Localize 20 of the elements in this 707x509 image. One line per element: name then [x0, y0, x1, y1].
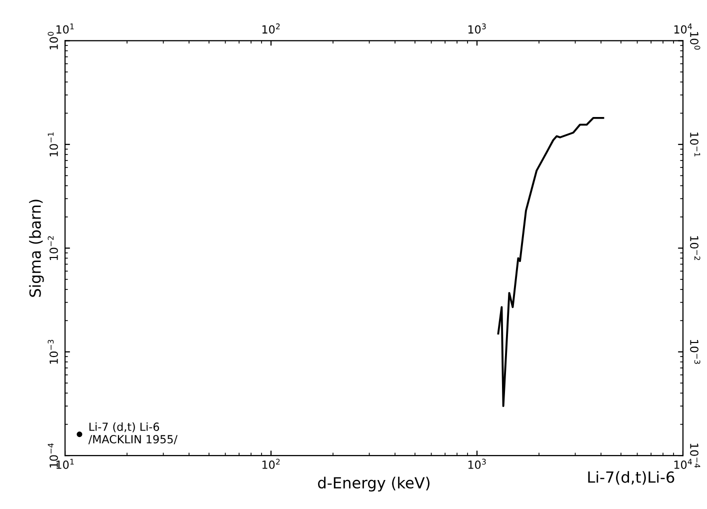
- text: 10$^{3}$: [468, 23, 486, 34]
- text: 10$^{−1}$: [48, 132, 58, 156]
- y-tick-label: 10$^{−3}$: [690, 340, 700, 364]
- text: 10$^{4}$: [674, 24, 692, 34]
- text: 10$^{2}$: [262, 23, 280, 34]
- x-tick-label: 10$^{4}$: [674, 458, 692, 469]
- x-tick-label: 10$^{2}$: [262, 458, 280, 469]
- text: 10$^{1}$: [56, 24, 74, 34]
- x-tick-label: 10$^{3}$: [468, 458, 486, 469]
- text: Li-7(d,t)Li-6: [588, 471, 674, 485]
- text: 10$^{−3}$: [48, 340, 58, 364]
- y-tick-label: 10$^{0}$: [690, 32, 700, 50]
- y-tick-label: 10$^{−2}$: [690, 236, 700, 260]
- y-tick-label: 10$^{−1}$: [690, 132, 700, 156]
- x-axis-title: d-Energy (keV): [318, 476, 430, 492]
- y-axis-title: Sigma (barn): [29, 200, 44, 297]
- text: 10$^{−4}$: [48, 443, 58, 468]
- text: 10$^{−2}$: [48, 236, 58, 260]
- legend-label: Li-7 (d,t) Li-6 /MACKLIN 1955/: [88, 422, 178, 444]
- text: 10$^{0}$: [48, 32, 58, 50]
